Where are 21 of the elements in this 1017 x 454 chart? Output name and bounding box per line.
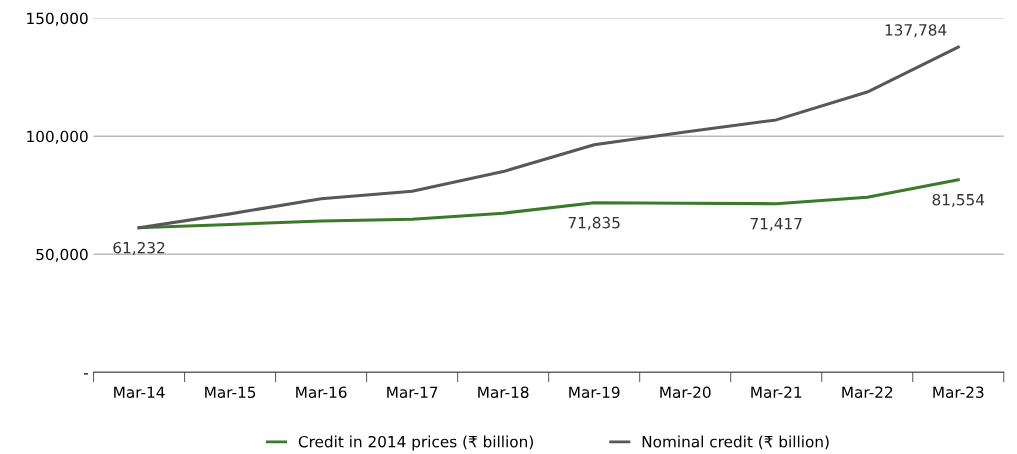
data-label: 71,417 bbox=[750, 218, 802, 231]
x-tick-label: Mar-16 bbox=[296, 386, 347, 398]
x-tick-label: Mar-14 bbox=[114, 386, 165, 398]
x-tick-label: Mar-15 bbox=[205, 386, 256, 398]
data-label: 137,784 bbox=[885, 24, 947, 38]
y-tick-label: 100,000 bbox=[27, 130, 88, 144]
y-tick-label: 50,000 bbox=[36, 248, 88, 262]
y-tick-label: - bbox=[83, 373, 88, 375]
x-tick-label: Mar-21 bbox=[751, 386, 802, 398]
legend-label: Credit in 2014 prices (₹ billion) bbox=[298, 435, 533, 451]
x-tick-label: Mar-17 bbox=[387, 386, 438, 398]
x-tick-label: Mar-18 bbox=[478, 386, 529, 398]
legend-label: Nominal credit (₹ billion) bbox=[642, 435, 829, 450]
y-tick-label: 150,000 bbox=[27, 12, 88, 26]
x-tick-label: Mar-23 bbox=[933, 386, 984, 398]
x-tick-label: Mar-19 bbox=[569, 386, 620, 398]
data-label: 71,835 bbox=[568, 216, 620, 230]
data-label: 61,232 bbox=[113, 241, 165, 255]
x-tick-label: Mar-22 bbox=[842, 386, 893, 398]
x-tick-label: Mar-20 bbox=[660, 386, 711, 398]
data-label: 81,554 bbox=[932, 193, 985, 208]
